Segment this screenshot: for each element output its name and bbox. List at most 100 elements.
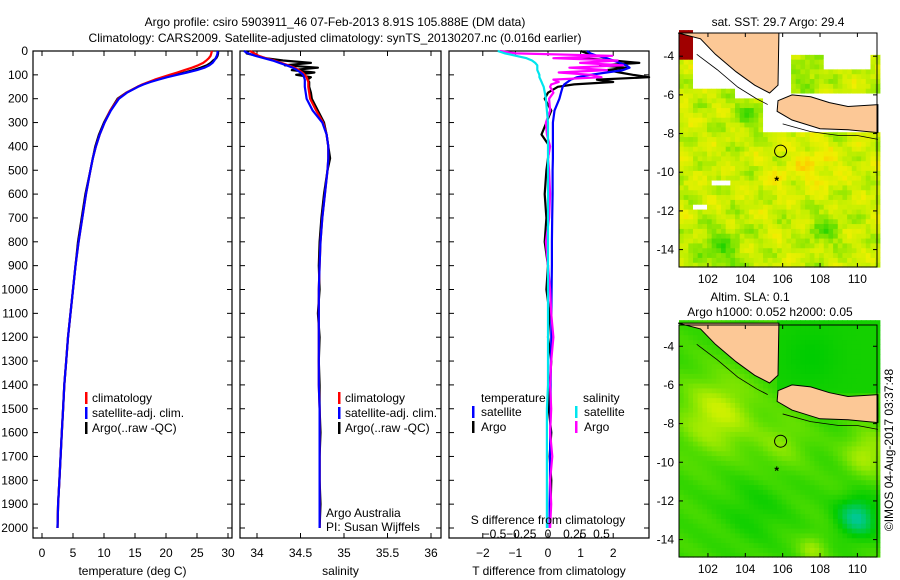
map-cell — [823, 436, 830, 442]
map-cell — [819, 194, 825, 200]
map-cell — [739, 484, 745, 490]
map-cell — [772, 136, 778, 142]
map-cell — [847, 455, 853, 461]
map-cell — [763, 92, 769, 99]
map-cell — [683, 233, 689, 239]
map-cell — [800, 489, 806, 495]
map-cell — [809, 441, 816, 447]
map-cell — [781, 68, 788, 75]
map-cell — [781, 334, 788, 341]
map-cell — [693, 204, 699, 210]
map-cell — [823, 208, 830, 215]
map-cell — [716, 518, 722, 524]
map-cell — [730, 107, 736, 113]
depth-tick-label: 0 — [21, 44, 28, 58]
lat-tick-label: -14 — [657, 243, 675, 257]
map-cell — [697, 387, 703, 394]
map-cell — [767, 204, 773, 210]
map-cell — [795, 329, 802, 336]
map-cell — [721, 363, 727, 370]
land-sumatra — [677, 32, 780, 94]
map-cell — [842, 484, 848, 490]
map-cell — [702, 136, 708, 142]
map-cell — [753, 542, 759, 548]
map-cell — [870, 518, 876, 524]
map-cell — [772, 421, 778, 428]
map-cell — [725, 170, 731, 176]
map-cell — [791, 49, 797, 55]
map-cell — [837, 228, 844, 234]
map-cell — [814, 165, 820, 171]
map-cell — [683, 68, 689, 75]
map-cell — [809, 426, 816, 432]
lat-tick-label: -14 — [657, 533, 675, 547]
map-cell — [865, 160, 872, 167]
map-cell — [753, 441, 759, 447]
map-cell — [683, 436, 689, 442]
map-cell — [711, 412, 717, 418]
map-cell — [679, 474, 685, 481]
map-cell — [800, 499, 806, 505]
map-cell — [870, 474, 876, 481]
map-cell — [795, 175, 802, 181]
map-cell — [856, 242, 862, 249]
map-cell — [786, 354, 792, 360]
map-cell — [856, 39, 862, 46]
map-cell — [795, 479, 802, 486]
map-cell — [749, 523, 755, 529]
map-cell — [758, 150, 764, 157]
map-cell — [842, 247, 848, 254]
map-cell — [814, 445, 820, 452]
map-cell — [739, 441, 745, 447]
map-cell — [870, 257, 876, 263]
map-cell — [837, 136, 844, 142]
map-cell — [833, 334, 839, 341]
map-cell — [833, 131, 839, 138]
map-cell — [809, 146, 816, 152]
map-cell — [856, 136, 862, 142]
map-cell — [772, 537, 778, 544]
map-cell — [833, 228, 839, 234]
map-cell — [833, 59, 839, 65]
map-cell — [837, 63, 844, 70]
map-cell — [721, 170, 727, 176]
map-cell — [730, 126, 736, 133]
map-cell — [847, 88, 853, 94]
map-cell — [716, 513, 722, 519]
map-cell — [744, 412, 750, 418]
map-cell — [791, 518, 797, 524]
map-cell — [702, 199, 708, 205]
map-cell — [865, 179, 872, 186]
map-cell — [707, 349, 713, 355]
map-cell — [861, 237, 867, 244]
map-cell — [711, 121, 717, 128]
map-cell — [693, 107, 699, 113]
map-cell — [739, 78, 745, 84]
map-cell — [749, 416, 755, 423]
map-cell — [823, 431, 830, 437]
map-cell — [735, 213, 741, 220]
map-cell — [721, 68, 727, 75]
map-cell — [805, 528, 811, 534]
map-cell — [711, 78, 717, 84]
map-cell — [856, 552, 862, 558]
map-cell — [753, 436, 759, 442]
map-cell — [814, 63, 820, 70]
map-cell — [809, 126, 816, 133]
map-cell — [819, 73, 825, 80]
map-cell — [758, 436, 764, 442]
map-cell — [795, 146, 802, 152]
map-cell — [721, 179, 727, 186]
map-cell — [697, 523, 703, 529]
map-cell — [833, 537, 839, 544]
map-cell — [856, 247, 862, 254]
map-cell — [688, 450, 694, 457]
map-cell — [725, 83, 731, 89]
map-cell — [688, 431, 694, 437]
map-cell — [823, 334, 830, 341]
map-cell — [711, 470, 717, 476]
map-cell — [697, 150, 703, 157]
map-cell — [693, 150, 699, 157]
lon-tick-label: 102 — [698, 562, 718, 576]
map-cell — [851, 39, 858, 46]
